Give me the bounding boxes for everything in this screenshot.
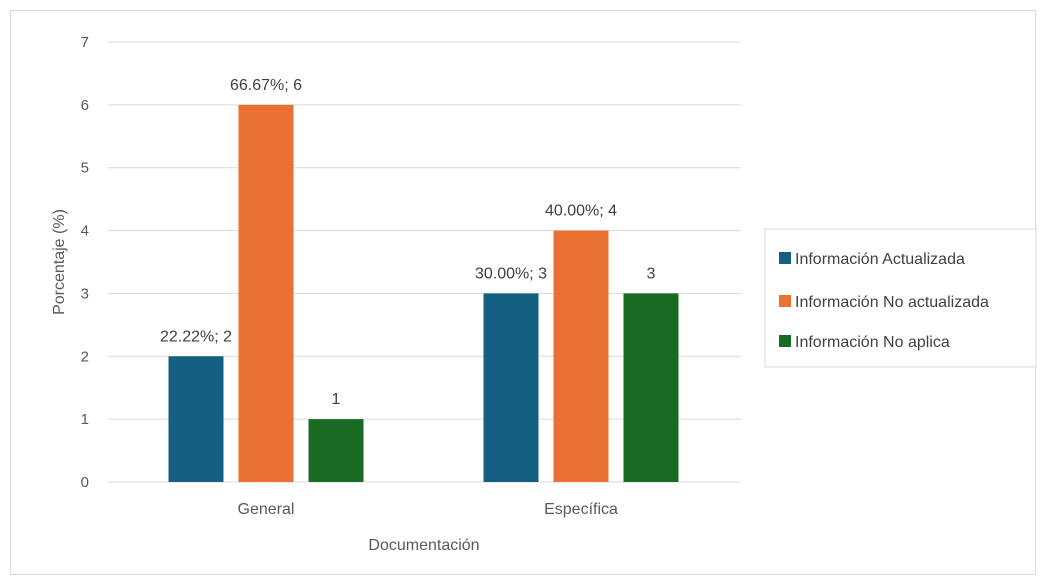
x-axis-title: Documentación	[368, 537, 479, 554]
data-label: 1	[332, 391, 341, 408]
legend-box	[764, 228, 1037, 368]
y-tick-label: 2	[81, 348, 89, 365]
legend-entry: Información No aplica	[795, 334, 950, 351]
bar	[238, 104, 294, 482]
data-label: 30.00%; 3	[475, 265, 547, 282]
bar	[308, 419, 364, 482]
bar	[553, 230, 609, 482]
x-axis-categories: General Específica	[238, 501, 618, 518]
legend: Información Actualizada Información No ac…	[764, 228, 1037, 368]
bar	[623, 293, 679, 482]
data-label: 3	[647, 265, 656, 282]
legend-entry: Información No actualizada	[795, 294, 989, 311]
y-tick-label: 6	[81, 97, 89, 114]
chart-frame: 0 1 2 3 4 5 6 7 22.22%; 2 30.00%; 3 66.67%; 6 40.0…	[10, 10, 1037, 575]
x-category-label: Específica	[544, 501, 618, 518]
y-axis-ticks: 0 1 2 3 4 5 6 7	[81, 34, 89, 491]
legend-swatch	[779, 335, 791, 347]
data-label: 22.22%; 2	[160, 328, 232, 345]
legend-swatch	[779, 252, 791, 264]
y-tick-label: 7	[81, 34, 89, 51]
data-label: 40.00%; 4	[545, 203, 617, 220]
y-tick-label: 0	[81, 474, 89, 491]
legend-swatch	[779, 295, 791, 307]
data-labels: 22.22%; 2 30.00%; 3 66.67%; 6 40.00%; 4 1 3	[160, 77, 656, 408]
y-tick-label: 3	[81, 285, 89, 302]
legend-entry: Información Actualizada	[795, 251, 965, 268]
y-tick-label: 5	[81, 160, 89, 177]
bar-chart: 0 1 2 3 4 5 6 7 22.22%; 2 30.00%; 3 66.67%; 6 40.0…	[51, 34, 1037, 554]
bars	[168, 104, 679, 482]
data-label: 66.67%; 6	[230, 77, 302, 94]
y-axis-title: Porcentaje (%)	[51, 209, 68, 315]
y-tick-label: 4	[81, 223, 89, 240]
bar	[483, 293, 539, 482]
x-category-label: General	[238, 501, 295, 518]
bar	[168, 356, 224, 482]
y-tick-label: 1	[81, 411, 89, 428]
